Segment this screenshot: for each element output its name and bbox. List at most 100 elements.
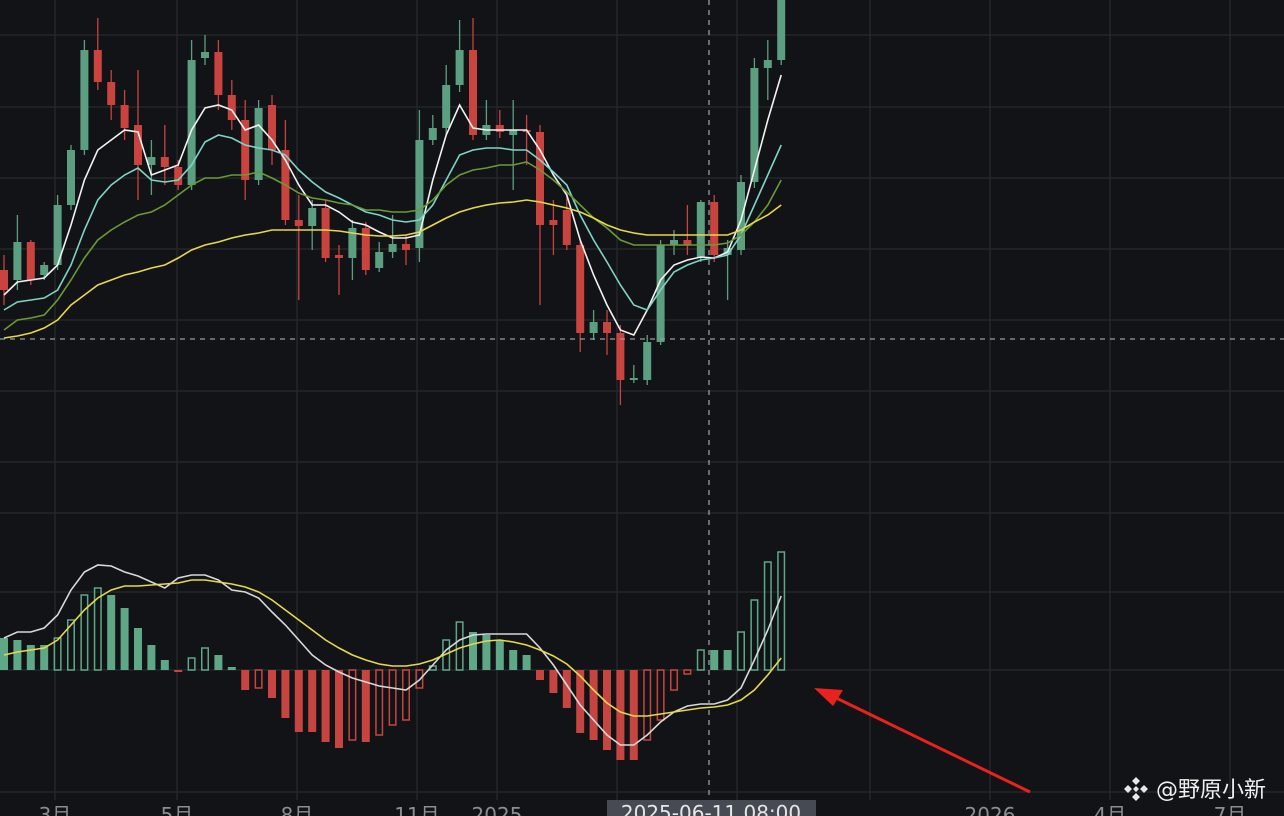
candle-body [495,125,504,132]
moving-average [3,134,782,311]
candle-body [737,182,745,250]
candle-body [415,140,424,248]
macd-bar [174,670,183,672]
macd-bar [281,670,290,718]
macd-bar [415,669,424,689]
x-tick-label: 7月 [1214,803,1247,816]
macd-bar [522,655,531,670]
macd-bar [40,645,49,670]
x-axis: 3月 5月 8月 11月 2025 2026 4月 7月 [39,803,1247,816]
candle-body [629,378,638,380]
candle-body [268,105,276,150]
macd-bar [0,638,8,670]
macd-bar [643,669,652,741]
candle-body [509,130,518,135]
candle-body [80,50,89,150]
macd-bar [509,650,518,670]
candle-body [348,228,357,258]
candle-body [576,245,585,333]
macd-bar [134,628,142,670]
annotation-arrow [829,693,1031,794]
x-tick-label: 4月 [1094,803,1127,816]
candle-body [227,95,236,120]
candle-body [294,220,303,226]
macd-bar [670,669,678,691]
macd-bar [67,619,75,671]
moving-average [3,199,782,339]
macd-line [3,564,782,746]
candle-body [549,220,558,225]
macd-bar [187,657,196,671]
macd-bar [589,670,598,740]
candle-body [308,208,317,226]
macd-bar [455,621,464,671]
x-tick-label: 8月 [281,803,314,816]
candle-body [53,205,62,265]
candle-body [402,244,410,250]
crosshair-label: 2025-06-11 08:00 [621,801,801,816]
macd-bar [107,595,116,670]
candle-body [603,322,611,333]
macd-bar [321,670,330,742]
candle-body [201,52,209,58]
macd-bar [616,670,625,760]
candle-body [241,120,250,180]
macd-bar [214,655,223,670]
candle-body [254,108,263,180]
macd-line [3,579,782,717]
crosshair-label-box [607,800,816,816]
candle-body [107,82,116,105]
candle-body [589,322,598,333]
candle-body [777,0,786,60]
macd-bar [723,650,732,670]
macd-bar [562,670,571,708]
macd-bar [603,670,611,750]
candle-body [656,245,665,342]
macd-bar [536,670,544,680]
candle-body [0,270,8,290]
plot [0,0,786,760]
candle-body [214,52,223,95]
candle-body [13,242,22,280]
candle-body [428,128,437,140]
macd-bar [241,670,250,690]
vertical-grid [54,0,1231,800]
macd-bar [13,640,22,670]
candle-body [388,244,397,252]
candle-body [536,132,544,225]
macd-bar [80,594,89,671]
macd-bar [763,561,772,671]
macd-bar [696,649,705,671]
macd-bar [147,645,156,670]
macd-bar [254,669,263,689]
macd-bar [93,587,102,671]
candle-body [26,242,35,280]
x-tick-label: 2026 [965,803,1016,816]
candle-body [187,60,196,185]
candle-body [683,240,692,245]
macd-bar [549,670,558,693]
candle-body [643,342,652,380]
x-tick-label: 2025 [472,803,523,816]
macd-bar [388,669,397,726]
macd-bar [348,669,357,741]
macd-bar [375,669,384,736]
candle-body [750,68,759,182]
candle-body [134,125,142,165]
candle-body [763,60,772,68]
candle-body [174,167,183,185]
macd-bar [482,635,491,670]
macd-bar [469,632,477,670]
candle-body [147,157,156,165]
macd-bar [402,669,410,721]
macd-bar [120,608,129,670]
candle-body [361,228,370,270]
x-tick-label: 3月 [39,803,72,816]
macd-bar [361,670,370,742]
moving-average [3,161,782,331]
macd-bar [495,640,504,670]
macd-bar [201,647,209,671]
candle-body [469,50,477,135]
candle-body [616,333,625,380]
